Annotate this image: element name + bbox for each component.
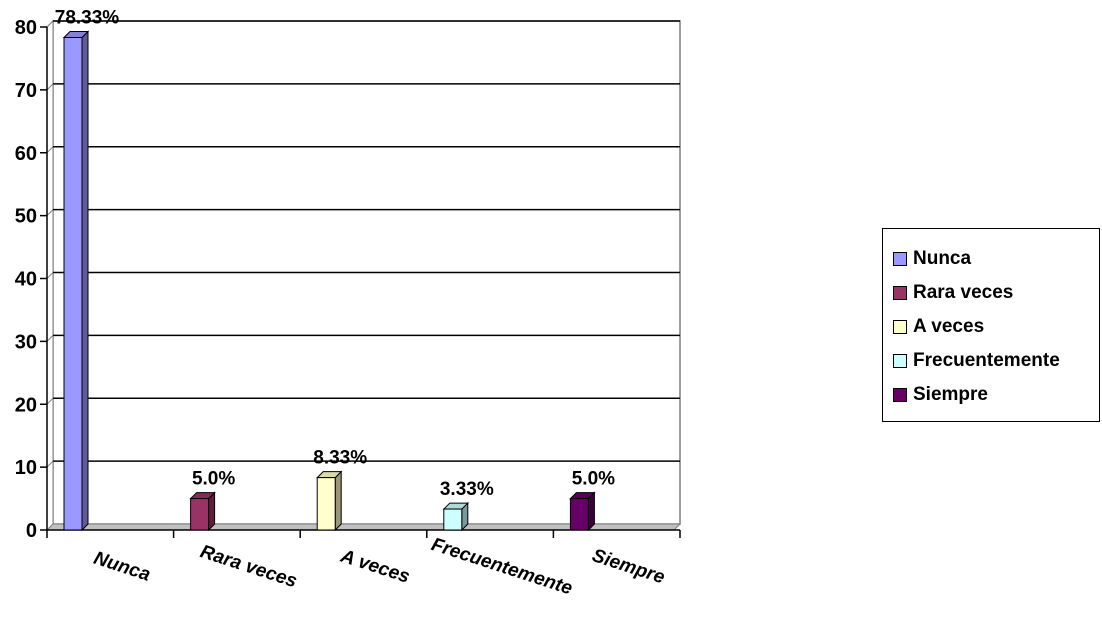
gridline-side — [46, 20, 54, 28]
legend-item: Rara veces — [883, 276, 1099, 310]
gridline-side — [46, 397, 54, 405]
bars: 78.33% 5.0% 8.33% 3.33% 5.0% — [55, 8, 615, 532]
y-tick-label: 80 — [15, 17, 37, 39]
x-tick-label: Nunca — [91, 548, 153, 586]
bar-front — [569, 498, 589, 531]
bar-front — [316, 477, 336, 531]
y-tick-label: 10 — [15, 457, 37, 479]
legend-label: Rara veces — [913, 282, 1014, 303]
bar-side — [81, 30, 89, 532]
legend: Nunca Rara veces A veces Frecuentemente Siem… — [882, 228, 1100, 422]
legend-label: A veces — [913, 316, 985, 337]
x-tick-label: Siempre — [589, 545, 667, 588]
legend-item: Siempre — [883, 378, 1099, 412]
data-label: 5.0% — [192, 469, 235, 490]
data-label: 3.33% — [440, 479, 494, 500]
y-tick-label: 30 — [15, 331, 37, 353]
data-label: 5.0% — [572, 469, 615, 490]
bar — [442, 501, 470, 532]
legend-swatch — [893, 252, 907, 266]
legend-swatch — [893, 286, 907, 300]
data-label: 8.33% — [313, 448, 367, 469]
x-tick-label: A veces — [337, 545, 412, 587]
legend-swatch — [893, 354, 907, 368]
x-axis: Nunca Rara veces A veces Frecuentemente Siem… — [46, 529, 681, 600]
legend-item: Frecuentemente — [883, 344, 1099, 378]
y-axis: 0 10 20 30 40 50 60 70 80 — [15, 17, 48, 542]
bar — [315, 470, 343, 532]
bar — [569, 491, 596, 532]
gridline-side — [46, 460, 54, 468]
bar-front — [63, 37, 83, 531]
y-tick-label: 0 — [26, 520, 37, 542]
legend-item: Nunca — [883, 242, 1099, 276]
y-tick-label: 50 — [15, 206, 37, 228]
legend-label: Nunca — [913, 248, 972, 269]
data-label: 78.33% — [55, 8, 120, 29]
legend-swatch — [893, 388, 907, 402]
legend-label: Frecuentemente — [913, 350, 1060, 371]
gridline-side — [46, 209, 54, 216]
gridline-side — [46, 335, 54, 342]
y-tick-label: 70 — [15, 80, 37, 102]
legend-label: Siempre — [913, 384, 988, 405]
y-tick-label: 20 — [15, 394, 37, 416]
x-tick-label: Frecuentemente — [429, 534, 575, 599]
x-tick-label: Rara veces — [198, 541, 300, 592]
bar — [189, 491, 216, 532]
legend-item: A veces — [883, 310, 1099, 344]
bar-front — [190, 498, 210, 531]
bar — [62, 30, 90, 532]
gridline-side — [46, 272, 54, 279]
bar-front — [443, 508, 463, 531]
y-tick-label: 40 — [15, 269, 37, 291]
plot-area — [45, 19, 682, 532]
gridline-side — [46, 83, 54, 91]
legend-swatch — [893, 320, 907, 334]
y-tick-label: 60 — [15, 143, 37, 165]
gridline-side — [46, 146, 54, 154]
bar-side — [334, 470, 342, 532]
